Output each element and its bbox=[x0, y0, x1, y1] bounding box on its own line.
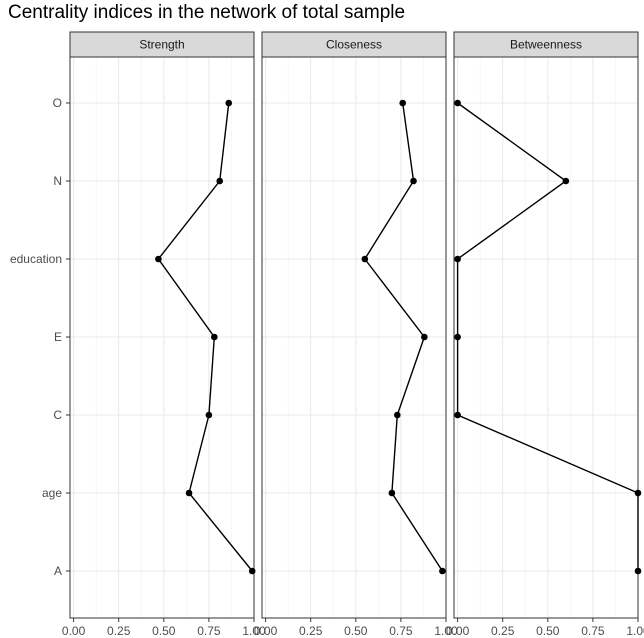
strip-closeness bbox=[261, 31, 447, 58]
x-tick-label: 0.50 bbox=[344, 624, 368, 638]
data-point-betweenness-n bbox=[562, 177, 570, 185]
data-point-closeness-age bbox=[388, 489, 396, 497]
x-tick-label: 0.00 bbox=[62, 624, 86, 638]
panel-closeness: Closeness 0.00 0.25 0.50 0.75 1.00 bbox=[254, 31, 458, 638]
y-tick-label-c: C bbox=[53, 408, 62, 422]
data-point-betweenness-o bbox=[454, 99, 461, 107]
y-tick-label-a: A bbox=[54, 564, 62, 578]
y-tick-label-e: E bbox=[54, 330, 62, 344]
data-point-strength-a bbox=[248, 567, 256, 575]
data-point-betweenness-age bbox=[634, 489, 642, 497]
x-tick-label: 0.50 bbox=[536, 624, 560, 638]
y-tick-label-education: education bbox=[10, 252, 62, 266]
data-point-strength-e bbox=[211, 333, 218, 341]
data-point-closeness-c bbox=[393, 411, 401, 419]
data-point-closeness-education bbox=[361, 255, 369, 263]
x-tick-label: 1.00 bbox=[434, 624, 458, 638]
data-point-betweenness-education bbox=[454, 255, 461, 263]
data-point-strength-c bbox=[205, 411, 213, 419]
data-point-strength-n bbox=[216, 177, 224, 185]
panel-strength: Strength 0.00 0.25 0.50 0.75 1.00 bbox=[62, 31, 266, 638]
data-point-closeness-n bbox=[410, 177, 417, 185]
data-point-betweenness-a bbox=[634, 567, 642, 575]
data-point-closeness-e bbox=[421, 333, 428, 341]
strip-label-betweenness: Betweenness bbox=[510, 38, 582, 52]
x-tick-label: 0.75 bbox=[581, 624, 605, 638]
strip-betweenness bbox=[453, 31, 639, 58]
x-tick-label: 0.75 bbox=[197, 624, 221, 638]
panel-border bbox=[261, 56, 447, 619]
x-tick-label: 0.00 bbox=[254, 624, 278, 638]
strip-label-closeness: Closeness bbox=[326, 38, 382, 52]
data-point-closeness-a bbox=[439, 567, 446, 575]
y-tick-label-n: N bbox=[53, 174, 62, 188]
data-point-closeness-o bbox=[399, 99, 407, 107]
x-tick-label: 0.25 bbox=[491, 624, 515, 638]
data-point-betweenness-e bbox=[454, 333, 461, 341]
x-tick-label: 0.25 bbox=[107, 624, 131, 638]
panel-border bbox=[453, 56, 639, 619]
x-tick-label: 1.00 bbox=[242, 624, 266, 638]
x-tick-label: 0.25 bbox=[299, 624, 323, 638]
chart-title: Centrality indices in the network of tot… bbox=[8, 2, 405, 23]
y-tick-label-o: O bbox=[53, 96, 62, 110]
x-tick-label: 1.00 bbox=[626, 624, 644, 638]
data-point-strength-age bbox=[185, 489, 193, 497]
strip-label-strength: Strength bbox=[139, 38, 184, 52]
x-tick-label: 0.00 bbox=[446, 624, 470, 638]
data-point-strength-o bbox=[225, 99, 233, 107]
data-point-betweenness-c bbox=[454, 411, 461, 419]
x-tick-label: 0.50 bbox=[152, 624, 176, 638]
panel-border bbox=[69, 56, 255, 619]
data-point-strength-education bbox=[155, 255, 162, 263]
facet-panels: Strength 0.00 0.25 0.50 0.75 1.00 Closeness 0.0… bbox=[62, 31, 644, 638]
x-tick-label: 0.75 bbox=[389, 624, 413, 638]
panel-betweenness: Betweenness 0.00 0.25 0.50 0.75 1.00 bbox=[446, 31, 644, 638]
y-tick-label-age: age bbox=[42, 486, 62, 500]
